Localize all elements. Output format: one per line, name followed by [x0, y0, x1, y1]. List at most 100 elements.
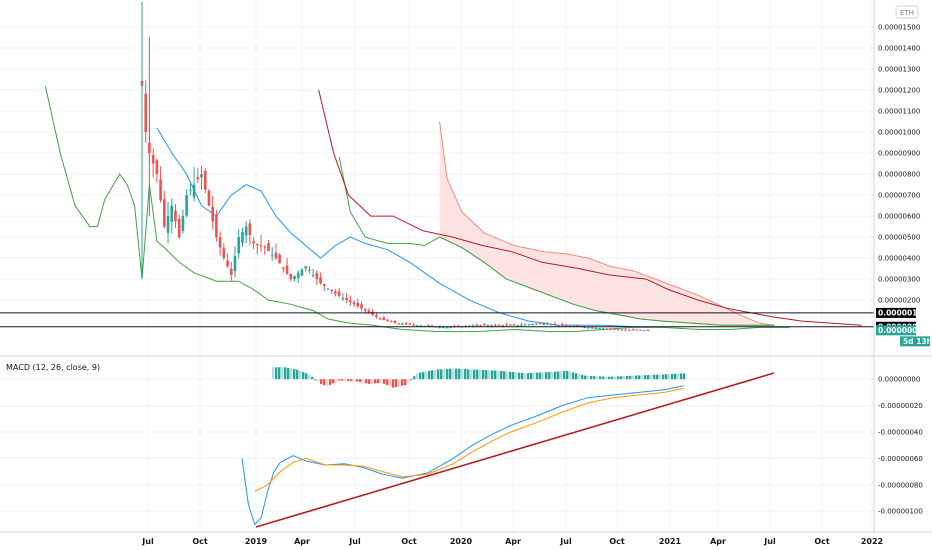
- histogram-bar: [464, 369, 467, 380]
- candle-down: [319, 277, 322, 284]
- histogram-bar: [419, 372, 422, 380]
- price-axis[interactable]: 0.00001500 0.00001400 0.00001300 0.00001200…: [878, 24, 920, 305]
- candle-up: [546, 323, 549, 325]
- time-axis[interactable]: Jul Oct 2019 Apr Jul Oct 2020 Apr Jul Oct 2021 Apr J…: [141, 537, 883, 546]
- candle-up: [583, 327, 586, 329]
- histogram-bar: [407, 379, 410, 383]
- macd-axis[interactable]: 0.00000000 -0.00000020 -0.00000040 -0.00000…: [878, 376, 923, 516]
- histogram-bar: [614, 376, 617, 380]
- candle-down: [389, 321, 393, 323]
- candle-down: [177, 218, 181, 238]
- time-tick-label: Oct: [192, 537, 208, 546]
- histogram-bar: [578, 374, 581, 380]
- candle-up: [542, 323, 546, 325]
- candle-up: [341, 297, 345, 299]
- histogram-bar: [335, 379, 338, 382]
- price-tick-label: 0.00001500: [878, 24, 920, 32]
- histogram-bar: [608, 376, 611, 380]
- candle-up: [200, 174, 203, 178]
- trendline[interactable]: [255, 372, 775, 528]
- price-tick-label: 0.00000200: [878, 297, 920, 305]
- candle-down: [256, 244, 259, 246]
- histogram-bar: [455, 368, 458, 380]
- macd-tick-label: -0.00000020: [878, 402, 923, 410]
- histogram-bar: [638, 375, 641, 380]
- candle-down: [609, 328, 613, 330]
- histogram-bar: [449, 368, 452, 380]
- macd-title[interactable]: MACD (12, 26, close, 9): [6, 363, 100, 372]
- candle-down: [278, 254, 281, 264]
- price-tick-label: 0.00000900: [878, 150, 920, 158]
- histogram-bar: [278, 367, 281, 380]
- histogram-bar: [557, 371, 560, 380]
- histogram-bar: [560, 371, 563, 380]
- histogram-bar: [536, 372, 539, 380]
- candle-down: [363, 308, 367, 311]
- candle-up: [237, 237, 241, 254]
- histogram-bar: [422, 372, 425, 380]
- candle-down: [382, 317, 386, 321]
- time-tick-label: 2022: [861, 537, 883, 546]
- candle-up: [642, 330, 646, 332]
- histogram-bar: [329, 379, 332, 385]
- histogram-bar: [293, 369, 296, 380]
- histogram-bar: [527, 373, 530, 380]
- candle-down: [282, 267, 285, 269]
- signal-line: [254, 387, 684, 492]
- histogram-bar: [368, 379, 371, 384]
- svg-text:0.00000139: 0.00000139: [878, 308, 928, 317]
- candle-down: [352, 302, 356, 305]
- histogram-bar: [482, 369, 485, 380]
- candle-down: [427, 325, 430, 327]
- price-tick-label: 0.00001200: [878, 87, 920, 95]
- histogram-bar: [425, 371, 428, 380]
- candle-down: [631, 329, 635, 331]
- time-tick-label: Oct: [401, 537, 417, 546]
- candle-up: [531, 323, 534, 325]
- svg-text:5d 13h: 5d 13h: [903, 337, 932, 346]
- histogram-bar: [629, 375, 632, 380]
- histogram-bar: [386, 379, 389, 386]
- candle-down: [159, 179, 162, 201]
- candle-up: [419, 325, 423, 327]
- histogram-bar: [437, 369, 440, 380]
- candle-down: [430, 325, 434, 327]
- candle-down: [218, 237, 222, 248]
- histogram-bar: [602, 376, 605, 380]
- candle-up: [300, 269, 304, 276]
- time-tick-label: 2019: [245, 537, 268, 546]
- candle-down: [215, 214, 218, 238]
- candle-down: [151, 155, 155, 164]
- cloud-upper-edge: [439, 121, 775, 326]
- histogram-bar: [272, 367, 275, 380]
- histogram-bar: [659, 374, 662, 380]
- histogram-bar: [467, 369, 470, 380]
- macd-tick-label: -0.00000060: [878, 455, 923, 463]
- histogram-bar: [410, 379, 413, 381]
- macd-line: [241, 385, 684, 526]
- histogram-bar: [566, 370, 569, 380]
- histogram-bar: [287, 367, 290, 380]
- histogram-bar: [446, 368, 449, 380]
- histogram-bar: [509, 371, 512, 380]
- candle-down: [553, 323, 557, 325]
- histogram-bar: [632, 375, 635, 380]
- svg-text:0.00000056: 0.00000056: [878, 326, 928, 335]
- histogram-bar: [488, 370, 491, 380]
- histogram-bar: [458, 368, 461, 380]
- histogram-bar: [593, 376, 596, 380]
- candle-up: [415, 325, 419, 327]
- candle-down: [494, 324, 497, 326]
- candle-up: [490, 325, 493, 327]
- histogram-bar: [563, 371, 566, 380]
- candle-up: [296, 272, 300, 279]
- histogram-bar: [545, 372, 548, 380]
- histogram-bar: [392, 379, 395, 388]
- price-tick-label: 0.00001100: [878, 108, 920, 116]
- candle-down: [274, 252, 278, 259]
- histogram-bar: [380, 379, 383, 383]
- histogram-bar: [305, 373, 308, 380]
- candle-down: [482, 324, 486, 326]
- histogram-bar: [362, 379, 365, 383]
